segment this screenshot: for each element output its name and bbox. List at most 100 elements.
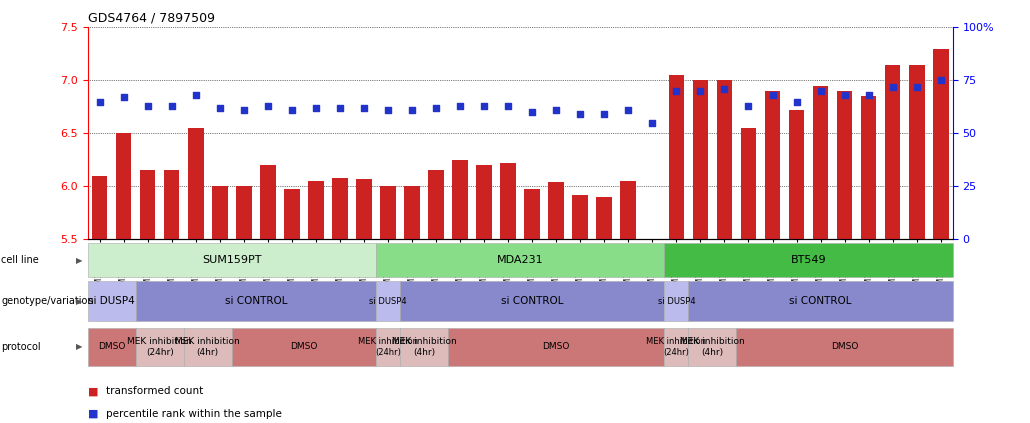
Text: MEK inhibition
(4hr): MEK inhibition (4hr): [680, 337, 745, 357]
Point: [572, 111, 588, 118]
Text: ■: ■: [88, 409, 98, 419]
Text: GDS4764 / 7897509: GDS4764 / 7897509: [88, 12, 214, 25]
Point: [452, 102, 469, 109]
Bar: [741, 128, 756, 239]
Bar: [524, 190, 540, 239]
Text: ■: ■: [88, 386, 98, 396]
Bar: [308, 181, 323, 239]
Text: ▶: ▶: [76, 297, 82, 306]
Point: [716, 85, 732, 92]
Text: BT549: BT549: [791, 255, 826, 265]
Text: DMSO: DMSO: [831, 342, 858, 352]
Bar: [596, 197, 612, 239]
Text: MEK inhibition
(24hr): MEK inhibition (24hr): [358, 337, 418, 357]
Point: [932, 77, 949, 84]
Bar: [908, 65, 925, 239]
Text: MEK inhibition
(4hr): MEK inhibition (4hr): [391, 337, 456, 357]
Point: [885, 83, 901, 90]
Point: [500, 102, 516, 109]
Bar: [92, 176, 107, 239]
Bar: [187, 128, 204, 239]
Point: [236, 107, 252, 113]
Point: [668, 88, 685, 94]
Bar: [501, 163, 516, 239]
Bar: [356, 179, 372, 239]
Text: MDA231: MDA231: [496, 255, 544, 265]
Point: [164, 102, 180, 109]
Point: [427, 104, 444, 111]
Text: si CONTROL: si CONTROL: [225, 297, 287, 306]
Bar: [620, 181, 637, 239]
Point: [211, 104, 228, 111]
Text: MEK inhibition
(24hr): MEK inhibition (24hr): [647, 337, 707, 357]
Point: [836, 92, 853, 99]
Bar: [452, 160, 468, 239]
Text: protocol: protocol: [1, 342, 40, 352]
Point: [524, 109, 541, 115]
Point: [187, 92, 204, 99]
Bar: [764, 91, 781, 239]
Bar: [476, 165, 492, 239]
Text: ▶: ▶: [76, 342, 82, 352]
Point: [860, 92, 877, 99]
Point: [380, 107, 397, 113]
Bar: [573, 195, 588, 239]
Bar: [212, 186, 228, 239]
Point: [476, 102, 492, 109]
Text: genotype/variation: genotype/variation: [1, 297, 94, 306]
Point: [741, 102, 757, 109]
Bar: [885, 65, 900, 239]
Text: si DUSP4: si DUSP4: [89, 297, 135, 306]
Bar: [380, 186, 396, 239]
Text: MEK inhibition
(4hr): MEK inhibition (4hr): [175, 337, 240, 357]
Text: ▶: ▶: [76, 255, 82, 265]
Point: [548, 107, 564, 113]
Bar: [260, 165, 276, 239]
Text: DMSO: DMSO: [98, 342, 126, 352]
Point: [92, 98, 108, 105]
Point: [260, 102, 276, 109]
Text: SUM159PT: SUM159PT: [202, 255, 262, 265]
Point: [764, 92, 781, 99]
Text: percentile rank within the sample: percentile rank within the sample: [106, 409, 282, 419]
Bar: [164, 170, 179, 239]
Bar: [717, 80, 732, 239]
Text: transformed count: transformed count: [106, 386, 203, 396]
Text: si CONTROL: si CONTROL: [501, 297, 563, 306]
Text: cell line: cell line: [1, 255, 39, 265]
Text: MEK inhibition
(24hr): MEK inhibition (24hr): [128, 337, 192, 357]
Point: [908, 83, 925, 90]
Bar: [548, 182, 564, 239]
Bar: [115, 133, 132, 239]
Bar: [933, 49, 949, 239]
Point: [355, 104, 372, 111]
Bar: [284, 190, 300, 239]
Point: [332, 104, 348, 111]
Point: [404, 107, 420, 113]
Point: [692, 88, 709, 94]
Point: [644, 119, 660, 126]
Point: [788, 98, 804, 105]
Point: [620, 107, 637, 113]
Text: si DUSP4: si DUSP4: [657, 297, 695, 306]
Text: DMSO: DMSO: [290, 342, 317, 352]
Bar: [668, 75, 684, 239]
Point: [596, 111, 613, 118]
Text: DMSO: DMSO: [543, 342, 570, 352]
Bar: [692, 80, 709, 239]
Bar: [861, 96, 877, 239]
Bar: [836, 91, 853, 239]
Bar: [404, 186, 420, 239]
Bar: [140, 170, 156, 239]
Point: [308, 104, 324, 111]
Bar: [332, 178, 348, 239]
Point: [283, 107, 300, 113]
Point: [115, 94, 132, 101]
Bar: [813, 85, 828, 239]
Bar: [789, 110, 804, 239]
Bar: [428, 170, 444, 239]
Text: si DUSP4: si DUSP4: [369, 297, 407, 306]
Bar: [236, 186, 251, 239]
Text: si CONTROL: si CONTROL: [789, 297, 852, 306]
Point: [139, 102, 156, 109]
